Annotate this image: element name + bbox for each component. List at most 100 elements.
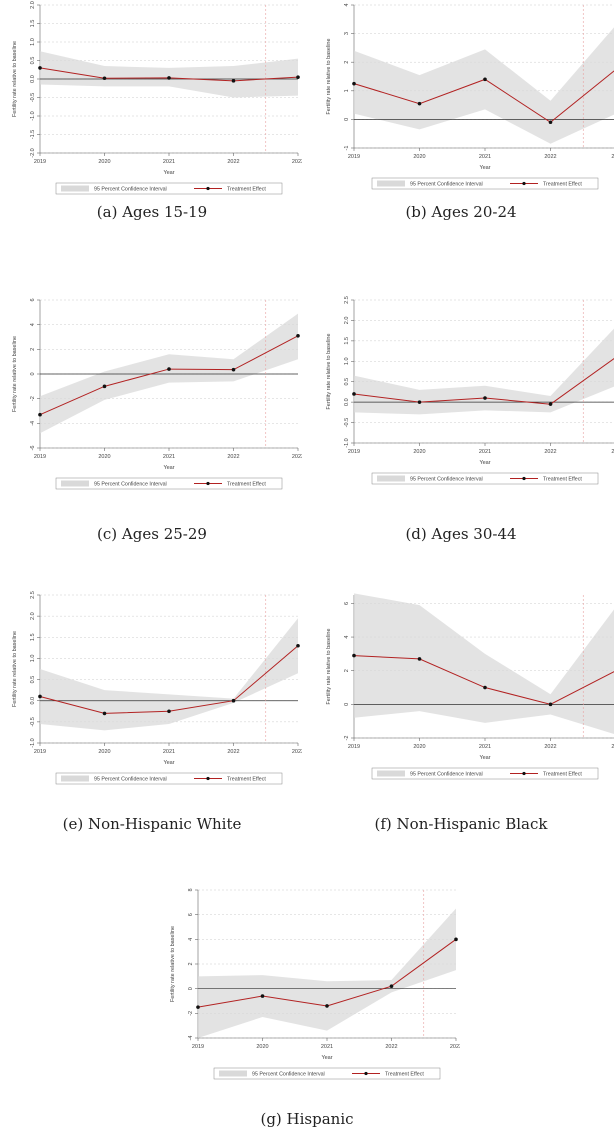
legend-ci-swatch	[61, 185, 89, 192]
data-point	[417, 101, 422, 106]
confidence-band	[354, 328, 614, 415]
y-tick-label: -6	[30, 446, 36, 451]
legend-ci-label: 95 Percent Confidence Interval	[252, 1072, 325, 1078]
y-tick-label: -1.0	[30, 738, 36, 747]
y-tick-label: 1	[344, 89, 350, 92]
y-tick-label: 6	[30, 298, 36, 301]
legend-effect-label: Treatment Effect	[385, 1072, 424, 1078]
y-axis-label: Fertility rate relative to baseline	[12, 336, 18, 412]
data-point	[260, 994, 265, 998]
y-tick-label: 0.0	[344, 398, 350, 406]
panel-b: -1 0 1 2 3 4 2019 2020 2021 2022 202 Year Fertility …	[308, 0, 614, 230]
x-tick-label: 2021	[163, 454, 175, 460]
legend-ci-swatch	[219, 1070, 247, 1077]
panel-d: -1.0 -0.5 0.0 0.5 1.0 1.5 2.0 2.5 2019 2020 2021 20…	[308, 295, 614, 543]
x-tick-label: 2020	[98, 159, 110, 165]
panel-g: -4 -2 0 2 4 6 8 2019 2020 2021 2022 2023 Year Fertili…	[160, 885, 460, 1128]
y-tick-label: 0	[188, 987, 194, 990]
y-tick-label: -0.5	[30, 717, 36, 726]
caption-c: (c) Ages 25-29	[97, 525, 207, 543]
legend-ci-swatch	[377, 770, 405, 777]
confidence-band	[354, 27, 614, 144]
panel-f: -2 0 2 4 6 2019 2020 2021 2022 202 Year Fertility r…	[308, 590, 614, 833]
data-point	[548, 702, 553, 707]
data-point	[102, 711, 107, 716]
x-axis-label: Year	[479, 755, 490, 761]
y-tick-label: -0.5	[30, 93, 36, 102]
data-point	[296, 643, 300, 648]
y-tick-label: 2.5	[30, 591, 36, 599]
x-axis-label: Year	[321, 1055, 332, 1061]
legend-ci-swatch	[377, 475, 405, 482]
legend-ci-swatch	[61, 775, 89, 782]
y-tick-label: -2.0	[30, 148, 36, 157]
data-point	[231, 79, 236, 83]
legend-effect-marker	[364, 1071, 368, 1076]
x-tick-label: 2019	[348, 449, 360, 455]
y-tick-label: -1.0	[344, 438, 350, 447]
legend-ci-label: 95 Percent Confidence Interval	[94, 482, 167, 488]
caption-f: (f) Non-Hispanic Black	[374, 815, 548, 833]
data-point	[167, 367, 171, 371]
data-point	[483, 396, 487, 400]
legend-box	[371, 177, 599, 190]
legend-effect-label: Treatment Effect	[543, 772, 582, 778]
confidence-band	[198, 908, 456, 1038]
legend-effect-marker	[206, 186, 210, 191]
data-point	[483, 685, 487, 690]
y-tick-label: 2	[344, 669, 350, 672]
y-tick-label: 1.0	[344, 357, 350, 365]
x-tick-label: 2019	[34, 454, 46, 460]
legend-ci-label: 95 Percent Confidence Interval	[410, 772, 483, 778]
legend-effect-marker	[522, 476, 526, 481]
caption-d: (d) Ages 30-44	[405, 525, 517, 543]
legend-effect-marker	[206, 481, 210, 486]
x-tick-label: 2019	[348, 744, 360, 750]
chart-a: -2.0 -1.5 -1.0 -0.5 0.0 0.5 1.0 1.5 2.0 2019 2020 2…	[12, 1, 302, 195]
y-axis-label: Fertility rate relative to baseline	[326, 628, 332, 704]
data-point	[483, 77, 487, 82]
y-tick-label: 4	[344, 3, 350, 6]
legend-box	[371, 472, 599, 485]
x-axis-label: Year	[163, 170, 174, 176]
y-tick-label: 0	[30, 372, 36, 375]
confidence-band	[40, 618, 298, 731]
y-tick-label: 2	[344, 61, 350, 64]
data-point	[325, 1004, 329, 1008]
data-point	[38, 412, 42, 417]
x-tick-label: 2019	[34, 159, 46, 165]
caption-b: (b) Ages 20-24	[405, 203, 517, 221]
data-point	[352, 81, 356, 86]
x-tick-label: 2022	[544, 744, 556, 750]
panel-a: -2.0 -1.5 -1.0 -0.5 0.0 0.5 1.0 1.5 2.0 2019 2020 2…	[2, 0, 302, 230]
data-point	[231, 698, 236, 703]
legend-effect-label: Treatment Effect	[543, 477, 582, 483]
y-tick-label: -4	[188, 1036, 194, 1041]
x-axis-label: Year	[163, 760, 174, 766]
confidence-band	[40, 313, 298, 434]
x-axis-label: Year	[479, 165, 490, 171]
x-tick-label: 2019	[192, 1044, 204, 1050]
x-axis-label: Year	[163, 465, 174, 471]
legend-box	[371, 767, 599, 780]
y-tick-label: 6	[344, 602, 350, 605]
data-point	[296, 75, 300, 79]
y-tick-label: 0.0	[30, 697, 36, 705]
legend-box	[55, 477, 283, 490]
y-axis-label: Fertility rate relative to baseline	[326, 333, 332, 409]
x-tick-label: 2023	[292, 454, 302, 460]
confidence-band	[354, 593, 614, 735]
x-tick-label: 202	[611, 154, 614, 160]
legend-ci-swatch	[61, 480, 89, 487]
legend-box	[55, 182, 283, 195]
y-axis-label: Fertility rate relative to baseline	[12, 631, 18, 707]
y-axis-label: Fertility rate relative to baseline	[12, 41, 18, 117]
y-tick-label: -1.5	[30, 130, 36, 139]
x-tick-label: 2023	[292, 159, 302, 165]
x-tick-label: 2021	[479, 744, 491, 750]
y-tick-label: 2.0	[30, 612, 36, 620]
y-tick-label: -1.0	[30, 111, 36, 120]
y-tick-label: 1.5	[344, 337, 350, 345]
x-tick-label: 202	[611, 744, 614, 750]
y-tick-label: 4	[30, 323, 36, 326]
